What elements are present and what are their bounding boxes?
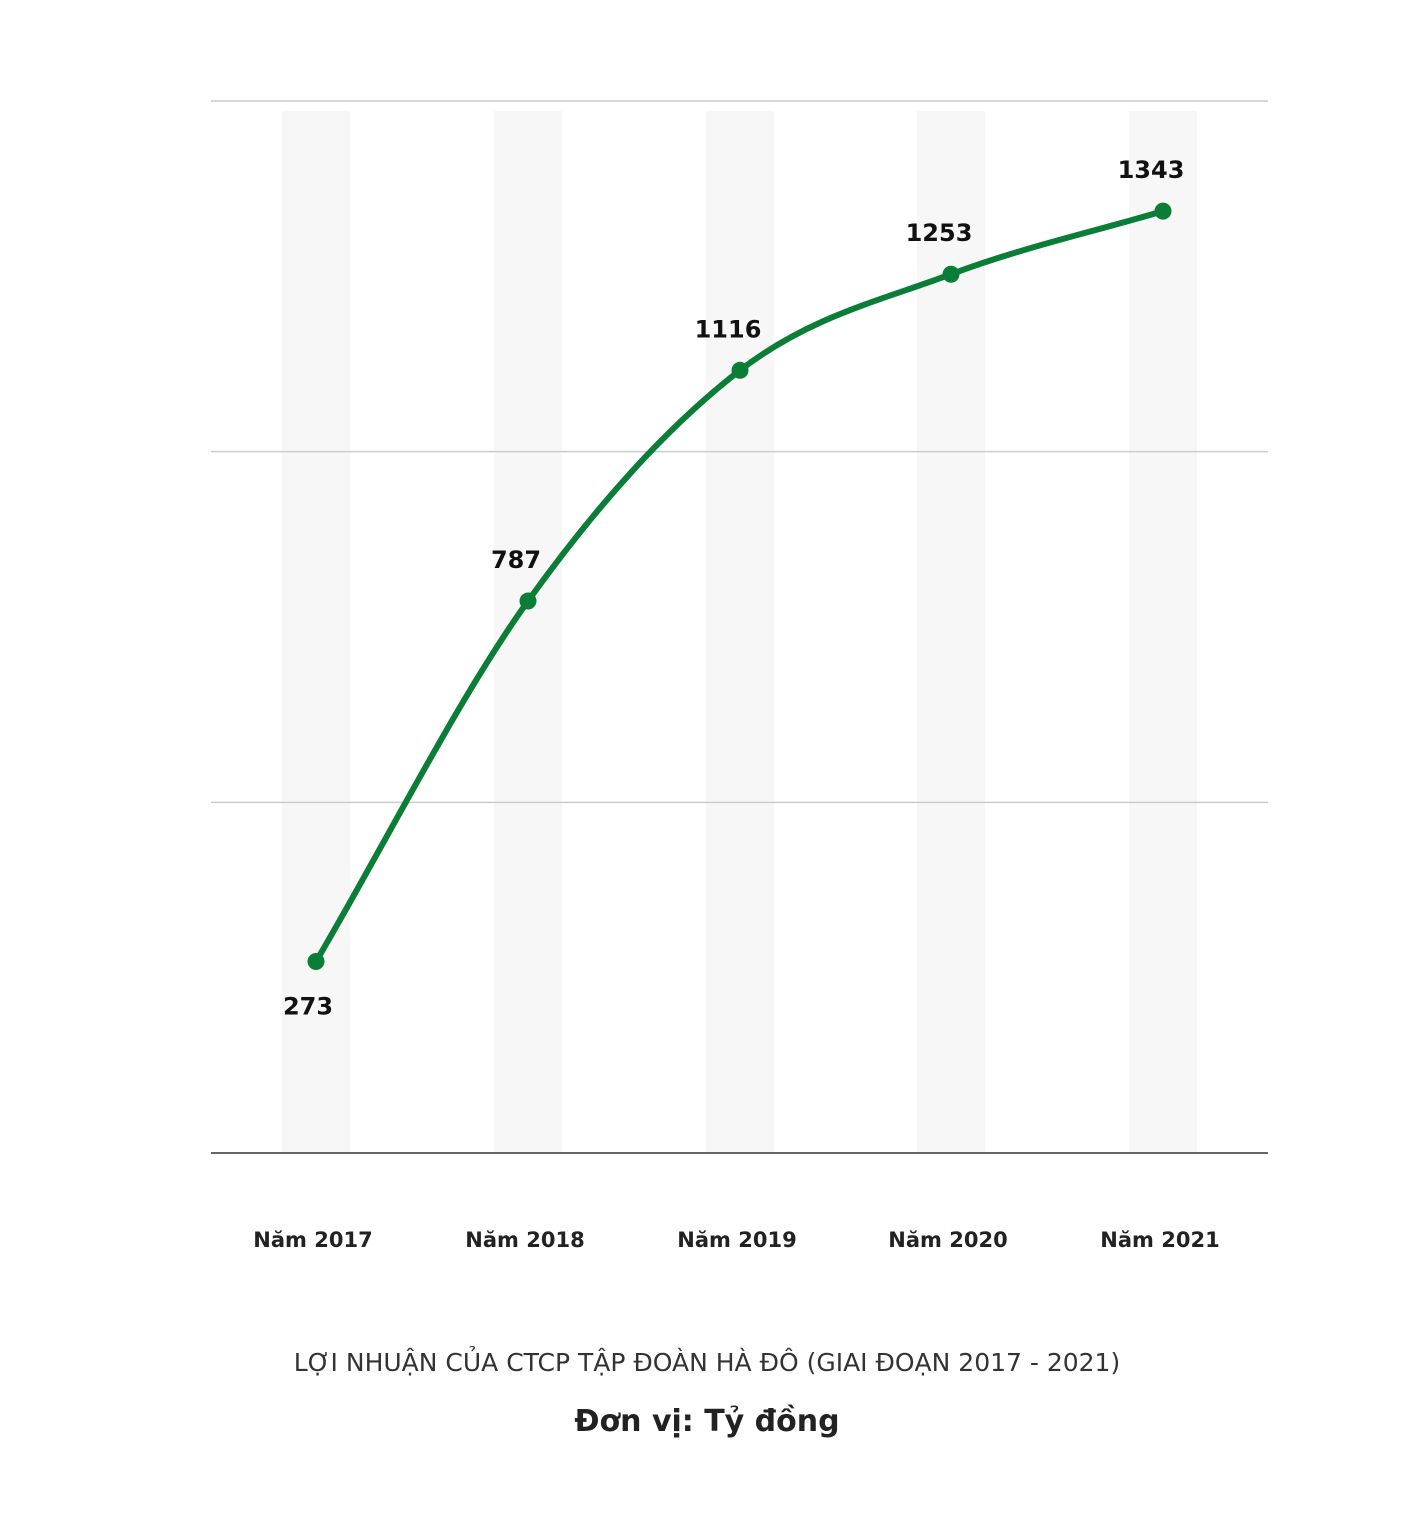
column-band [1129,111,1197,1153]
data-point [519,592,537,610]
x-tick-label: Năm 2017 [253,1228,372,1252]
data-label: 787 [491,546,541,574]
series-line-layer [313,208,1166,965]
data-point [307,953,325,971]
x-axis-tick-labels: Năm 2017 Năm 2018 Năm 2019 Năm 2020 Năm 2021 [253,1228,1219,1252]
chart-title: LỢI NHUẬN CỦA CTCP TẬP ĐOÀN HÀ ĐÔ (GIAI … [293,1348,1121,1377]
x-tick-label: Năm 2018 [465,1228,584,1252]
column-band [706,111,774,1153]
data-label: 1116 [695,315,762,343]
chart-unit: Đơn vị: Tỷ đồng [574,1404,840,1439]
gridlines [211,100,1268,1154]
x-tick-label: Năm 2021 [1100,1228,1219,1252]
series-line [313,208,1166,965]
data-point [1154,202,1172,220]
data-labels: 273 787 1116 1253 1343 [283,156,1184,1020]
x-tick-label: Năm 2019 [677,1228,796,1252]
data-points [307,202,1172,971]
column-band [282,111,350,1153]
data-label: 1343 [1118,156,1185,184]
column-bands [282,111,1197,1153]
data-point [942,265,960,283]
data-point [731,361,749,379]
data-label: 273 [283,993,333,1021]
data-label: 1253 [906,219,973,247]
x-tick-label: Năm 2020 [888,1228,1007,1252]
